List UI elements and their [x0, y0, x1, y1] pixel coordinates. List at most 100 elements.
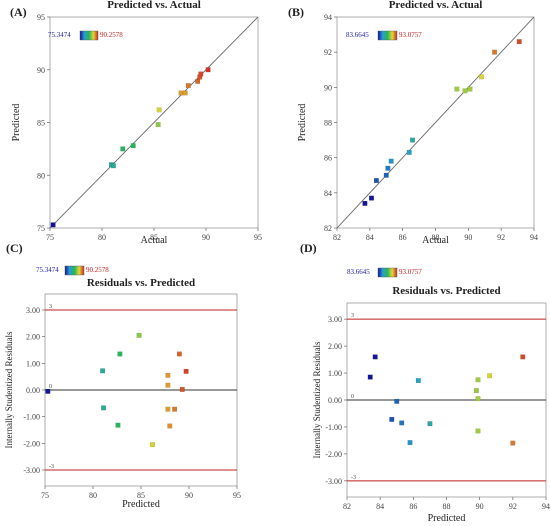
- data-point: [45, 388, 51, 394]
- data-point: [130, 143, 136, 149]
- data-point: [487, 373, 493, 379]
- data-point: [205, 67, 211, 73]
- data-point: [155, 122, 161, 128]
- data-point: [156, 107, 162, 113]
- x-tick-label: 82: [343, 502, 351, 511]
- colorbar: [79, 30, 99, 41]
- x-tick-label: 88: [443, 502, 451, 511]
- x-tick-label: 95: [233, 491, 241, 500]
- y-tick-label: 92: [324, 48, 332, 57]
- y-tick-label: 3.00: [328, 315, 342, 324]
- y-tick-label: 2.00: [328, 342, 342, 351]
- panel-tag: (B): [288, 5, 304, 19]
- y-tick-label: 0.00: [26, 386, 40, 395]
- y-tick-label: -1.00: [23, 413, 40, 422]
- parity-line: [337, 17, 534, 228]
- data-point: [172, 406, 178, 412]
- panel-d: (D) Residuals vs. Predicted 82 84 86 88 90 92 94…: [300, 241, 550, 524]
- colorbar-min-label: 75.3474: [36, 266, 59, 274]
- panel-a: (A) Predicted vs. Actual 75 80 85 90 95 75 80 85 9…: [10, 0, 262, 246]
- chart-title: Residuals vs. Predicted: [87, 277, 195, 289]
- y-tick-label: 85: [37, 119, 45, 128]
- chart-title: Residuals vs. Predicted: [392, 285, 500, 297]
- colorbar-max-label: 93.0757: [399, 31, 422, 39]
- data-point: [492, 49, 498, 55]
- data-point: [454, 86, 460, 92]
- x-tick-label: 80: [89, 491, 97, 500]
- limit-line-label: 3: [49, 304, 52, 310]
- x-tick-label: 75: [46, 233, 54, 242]
- data-point: [167, 423, 173, 429]
- data-point: [394, 398, 400, 404]
- y-tick-label: -3.00: [325, 477, 342, 486]
- x-tick-label: 90: [476, 502, 484, 511]
- data-point: [475, 396, 481, 402]
- data-point: [120, 146, 126, 152]
- data-point: [479, 74, 484, 80]
- x-tick-label: 95: [254, 233, 262, 242]
- chart-title: Predicted vs. Actual: [107, 0, 201, 11]
- y-tick-label: 90: [37, 66, 45, 75]
- data-point: [101, 405, 107, 411]
- x-axis-label: Actual: [141, 235, 168, 246]
- limit-line-label: 0: [49, 384, 52, 390]
- parity-line: [50, 17, 258, 228]
- y-tick-label: 86: [324, 154, 332, 163]
- colorbar-min-label: 75.3474: [48, 31, 71, 39]
- y-tick-label: -2.00: [325, 450, 342, 459]
- data-point: [183, 368, 189, 374]
- data-point: [383, 172, 389, 178]
- x-tick-label: 82: [333, 233, 341, 242]
- x-tick-label: 88: [432, 233, 440, 242]
- x-axis-label: Predicted: [428, 513, 466, 524]
- data-point: [115, 422, 121, 428]
- data-point: [388, 158, 394, 164]
- limit-line-label: 3: [351, 313, 354, 319]
- y-axis-label: Predicted: [297, 104, 308, 142]
- panel-tag: (D): [300, 241, 317, 255]
- y-tick-label: 80: [37, 171, 45, 180]
- y-axis-label: Predicted: [11, 104, 22, 142]
- data-point: [389, 416, 395, 422]
- x-tick-label: 80: [98, 233, 106, 242]
- data-point: [520, 354, 526, 360]
- data-point: [117, 351, 123, 357]
- colorbar: [377, 30, 398, 41]
- x-tick-label: 86: [409, 502, 417, 511]
- data-point: [427, 421, 433, 427]
- limit-line-label: 0: [351, 394, 354, 400]
- y-tick-label: 2.00: [26, 333, 40, 342]
- data-point: [362, 200, 368, 206]
- data-point: [198, 71, 204, 77]
- data-point: [179, 387, 185, 392]
- colorbar-max-label: 90.2578: [100, 31, 123, 39]
- y-tick-label: 0.00: [328, 396, 342, 405]
- data-point: [110, 163, 116, 169]
- y-tick-label: 88: [324, 119, 332, 128]
- panel-tag: (C): [6, 241, 23, 255]
- limit-line-label: -3: [49, 464, 54, 470]
- x-tick-label: 90: [202, 233, 210, 242]
- data-point: [399, 420, 405, 426]
- limit-line-label: -3: [351, 475, 356, 481]
- x-axis-label: Actual: [422, 235, 449, 246]
- panel-c: (C) Residuals vs. Predicted 75 80 85 90 95 -3.0…: [4, 241, 241, 510]
- data-point: [385, 165, 391, 171]
- data-point: [407, 440, 413, 446]
- y-tick-label: 95: [37, 13, 45, 22]
- panel-tag: (A): [10, 5, 27, 19]
- x-tick-label: 84: [366, 233, 374, 242]
- x-axis-label: Predicted: [122, 499, 160, 510]
- x-tick-label: 86: [399, 233, 407, 242]
- data-point: [185, 83, 191, 89]
- y-tick-label: 90: [324, 83, 332, 92]
- data-point: [100, 368, 106, 374]
- x-tick-label: 92: [497, 233, 505, 242]
- data-point: [373, 178, 379, 183]
- data-point: [165, 406, 171, 412]
- data-point: [165, 372, 171, 378]
- chart-title: Predicted vs. Actual: [389, 0, 483, 11]
- y-tick-label: 3.00: [26, 306, 40, 315]
- y-tick-label: 94: [324, 13, 332, 22]
- data-point: [406, 149, 412, 155]
